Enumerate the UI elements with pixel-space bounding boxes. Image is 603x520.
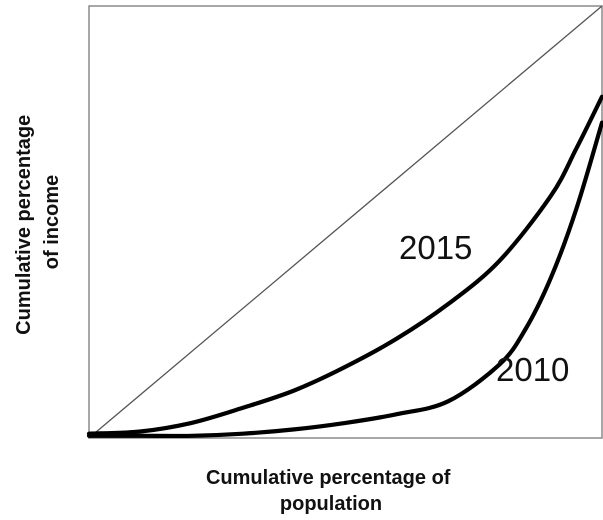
y-axis-label-line-1: Cumulative percentage <box>13 115 35 335</box>
series-line-2015 <box>86 94 603 436</box>
y-axis-label: Cumulative percentage of income <box>13 109 63 335</box>
line-of-equality <box>88 5 603 439</box>
x-axis-label-line-1: Cumulative percentage of <box>206 467 451 489</box>
y-axis-label-line-2: of income <box>41 175 63 269</box>
series-label-2015: 2015 <box>399 229 472 266</box>
x-axis-label-line-2: population <box>280 493 382 515</box>
x-axis-label: Cumulative percentage of population <box>206 467 456 515</box>
series-line-2010 <box>86 120 603 439</box>
plot-frame <box>88 5 603 439</box>
series-label-2010: 2010 <box>496 351 569 388</box>
